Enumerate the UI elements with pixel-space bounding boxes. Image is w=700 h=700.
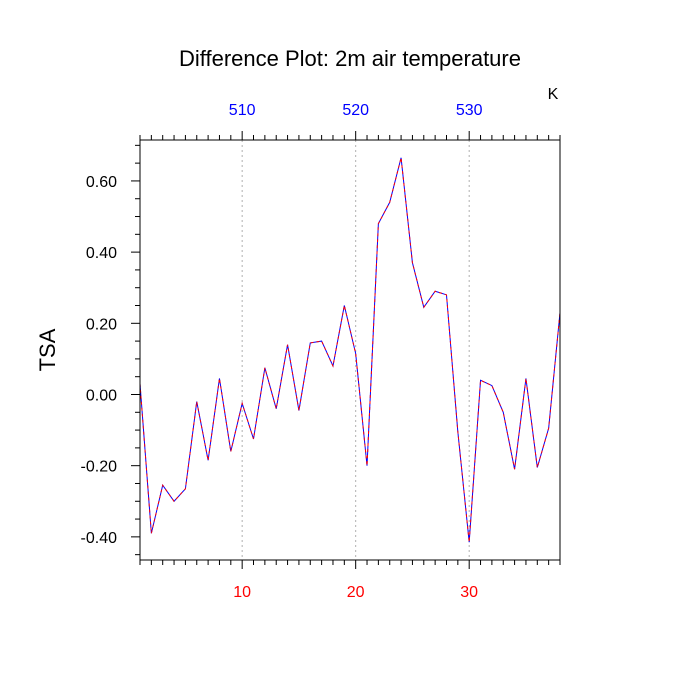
series-dash-overlay [139, 157, 561, 543]
y-tick-label: -0.40 [81, 530, 118, 547]
x-tick-label: 10 [233, 584, 251, 601]
axis-ticks [131, 131, 561, 569]
x-tick-label: 30 [460, 584, 478, 601]
y-tick-label: 0.60 [86, 174, 117, 191]
y-tick-label: -0.20 [81, 459, 118, 476]
y-tick-label: 0.00 [86, 387, 117, 404]
top-tick-label: 530 [456, 102, 483, 119]
y-tick-label: 0.40 [86, 245, 117, 262]
chart-title: Difference Plot: 2m air temperature [179, 46, 521, 71]
y-tick-label: 0.20 [86, 316, 117, 333]
x-tick-label: 20 [347, 584, 365, 601]
y-axis-title: TSA [35, 328, 60, 371]
top-tick-label: 520 [342, 102, 369, 119]
series-lines [139, 157, 561, 543]
units-label: K [548, 86, 559, 103]
plot-frame [139, 139, 561, 561]
top-tick-label: 510 [229, 102, 256, 119]
series-line [139, 157, 561, 543]
grid-lines [241, 140, 470, 560]
tick-labels: 10 20 30 510 520 530 0.60 0.40 0.20 0.00 -0.20 -0.4… [81, 102, 483, 601]
